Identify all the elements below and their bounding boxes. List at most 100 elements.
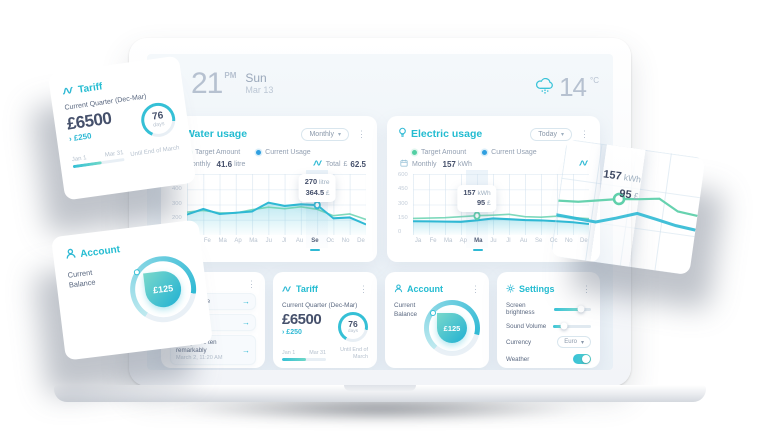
wave-chart-icon <box>61 81 75 100</box>
month-label[interactable]: Fe <box>429 238 437 244</box>
rain-cloud-icon <box>535 77 555 100</box>
range-dropdown[interactable]: Today ▾ <box>530 127 572 141</box>
month-label[interactable]: Ju <box>490 238 497 244</box>
chart-legend: Target Amount Current Usage <box>186 149 366 156</box>
month-label[interactable]: Ap <box>234 238 242 244</box>
floating-account-card: Account Current Balance £125 <box>50 219 214 361</box>
arrow-icon: → <box>242 345 250 355</box>
panel-title: Electric usage <box>411 128 483 140</box>
period-value: 157 <box>442 159 456 169</box>
tariff-period: Current Quarter (Dec-Mar) <box>282 302 358 309</box>
wave-chart-icon <box>282 280 292 298</box>
card-title: Settings <box>519 284 555 294</box>
volume-slider[interactable] <box>553 322 591 330</box>
gear-icon <box>506 280 515 298</box>
month-label[interactable]: Au <box>295 238 304 244</box>
tariff-delta: £250 <box>286 328 302 336</box>
currency-dropdown[interactable]: Euro ▾ <box>557 336 591 348</box>
total-label: Total <box>325 160 341 168</box>
month-label[interactable]: Ma <box>218 238 227 244</box>
y-tick-label: 0 <box>398 229 402 235</box>
zoom-chart-svg <box>555 192 698 232</box>
clock: 21 PM Sun Mar 13 <box>191 69 273 99</box>
balance-value: £125 <box>143 269 184 310</box>
month-label[interactable]: Ma <box>443 238 453 244</box>
y-tick-label: 600 <box>398 172 408 178</box>
month-label[interactable]: Oc <box>326 238 335 244</box>
period-label: Monthly <box>412 160 437 168</box>
time-meridiem: PM <box>224 71 237 80</box>
arrow-icon: → <box>242 297 250 306</box>
more-menu-icon[interactable]: ⋮ <box>247 279 256 289</box>
current-legend-dot <box>256 150 262 155</box>
gauge-knob <box>430 310 436 316</box>
chevron-down-icon: ▾ <box>337 131 341 138</box>
water-usage-panel: Water usage Monthly ▾ ⋮ Target Amount Cu… <box>161 116 377 262</box>
month-label[interactable]: Se <box>534 238 543 244</box>
gauge-knob <box>133 268 141 276</box>
more-menu-icon[interactable]: ⋮ <box>357 128 366 139</box>
month-label[interactable]: Au <box>519 238 528 244</box>
month-label[interactable]: Ma <box>249 238 258 244</box>
chart-tooltip: 157 kWh 95 £ <box>457 184 497 213</box>
laptop-screen: 21 PM Sun Mar 13 14 °C <box>129 38 631 386</box>
more-menu-icon[interactable]: ⋮ <box>582 283 591 294</box>
time-value: 21 <box>191 67 223 100</box>
month-label[interactable]: Ap <box>459 238 467 244</box>
month-label[interactable]: Jl <box>281 238 287 244</box>
current-legend-dot <box>482 150 488 155</box>
tariff-footnote: Until End of March <box>340 347 368 361</box>
day-label: Sun <box>245 71 267 85</box>
range-dropdown[interactable]: Monthly ▾ <box>301 127 349 141</box>
chart-tooltip: 270 litre 364.5 £ <box>298 174 336 202</box>
y-axis: 600 450 300 150 0 <box>398 172 413 248</box>
period-unit: litre <box>234 160 246 168</box>
chart-legend: Target Amount Current Usage <box>412 149 589 156</box>
month-label[interactable]: No <box>341 238 350 244</box>
month-label[interactable]: Ma <box>473 238 484 251</box>
laptop-floor-shadow <box>92 398 668 426</box>
period-unit: kWh <box>457 160 472 168</box>
more-menu-icon[interactable]: ⋮ <box>471 283 480 294</box>
y-tick-label: 200 <box>172 214 182 221</box>
weather-toggle[interactable] <box>573 354 591 364</box>
days-progress-ring: 76 days <box>139 100 178 140</box>
month-label[interactable]: Ja <box>414 238 422 244</box>
person-icon <box>394 280 403 298</box>
currency-label: Currency <box>506 338 532 346</box>
floating-tariff-card: Tariff Current Quarter (Dec-Mar) £6500 ›… <box>47 55 197 201</box>
plot-area[interactable] <box>187 174 366 235</box>
month-label[interactable]: Ju <box>265 238 272 244</box>
calendar-icon <box>400 159 408 169</box>
month-label[interactable]: De <box>357 238 365 244</box>
period-value: 41.6 <box>216 159 233 169</box>
card-title: Tariff <box>296 284 318 294</box>
y-tick-label: 450 <box>398 186 408 193</box>
month-label[interactable]: Se <box>309 238 320 251</box>
more-menu-icon[interactable]: ⋮ <box>580 128 589 139</box>
chart-tooltip: 157 kWh 95 £ <box>602 168 642 201</box>
lightbulb-icon <box>398 125 407 143</box>
range-end: Mar 31 <box>309 350 326 357</box>
usage-chart-svg <box>187 200 366 235</box>
month-label[interactable]: Jl <box>506 238 511 244</box>
brightness-slider[interactable] <box>554 305 591 313</box>
tariff-delta: £250 <box>73 131 93 143</box>
balance-gauge: £125 <box>424 300 480 356</box>
panel-title: Water usage <box>185 128 248 140</box>
person-icon <box>64 246 77 265</box>
month-label[interactable]: Fe <box>203 238 211 244</box>
laptop-base <box>54 385 706 402</box>
chevron-down-icon: ▾ <box>580 339 584 346</box>
volume-label: Sound Volume <box>506 322 547 330</box>
date-label: Mar 13 <box>245 85 274 95</box>
period-label: Monthly <box>186 160 211 168</box>
temperature-value: 14 <box>559 72 587 102</box>
more-menu-icon[interactable]: ⋮ <box>359 283 368 294</box>
tariff-card: Tariff ⋮ Current Quarter (Dec-Mar) £6500… <box>273 272 377 368</box>
weather-widget: 14 °C <box>535 74 599 100</box>
target-legend-dot <box>412 150 417 155</box>
balance-value: £125 <box>437 313 467 343</box>
y-tick-label: 150 <box>398 214 408 221</box>
y-tick-label: 400 <box>172 186 182 193</box>
